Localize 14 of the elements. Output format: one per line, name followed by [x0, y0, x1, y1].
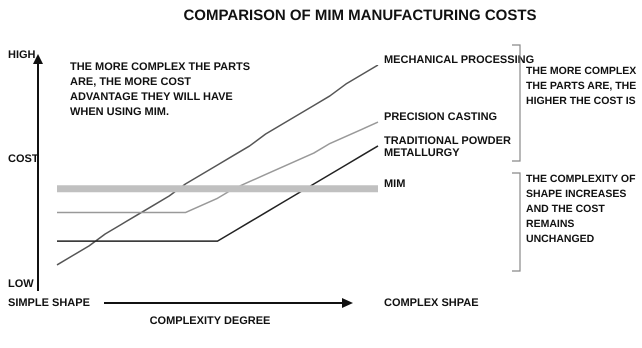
annotation: SIMPLE SHAPE [8, 296, 91, 311]
text: HIGH [8, 48, 36, 63]
series-label: TRADITIONAL POWDER METALLURGY [384, 134, 511, 159]
x-axis-title: COMPLEXITY DEGREE [148, 314, 272, 329]
y-axis-title: COST [8, 152, 39, 167]
annotation: THE MORE COMPLEX THE PARTS ARE, THE MORE COST ADVANTAGE THEY WILL HAVE WHEN USING MIM. [70, 60, 252, 120]
text: LOW [8, 277, 35, 292]
text: THE COMPLEXITY OF SHAPE INCREASES AND THE COST REMAINS UNCHANGED [526, 172, 636, 247]
series-label: MECHANICAL PROCESSING [384, 54, 534, 66]
annotation: COMPLEX SHPAE [384, 296, 480, 311]
text: THE MORE COMPLEX THE PARTS ARE, THE HIGHER THE COST IS [526, 64, 638, 109]
series-label: PRECISION CASTING [384, 111, 498, 124]
series-label: MIM [384, 178, 406, 190]
chart-title: COMPARISON OF MIM MANUFACTURING COSTS [182, 7, 538, 24]
